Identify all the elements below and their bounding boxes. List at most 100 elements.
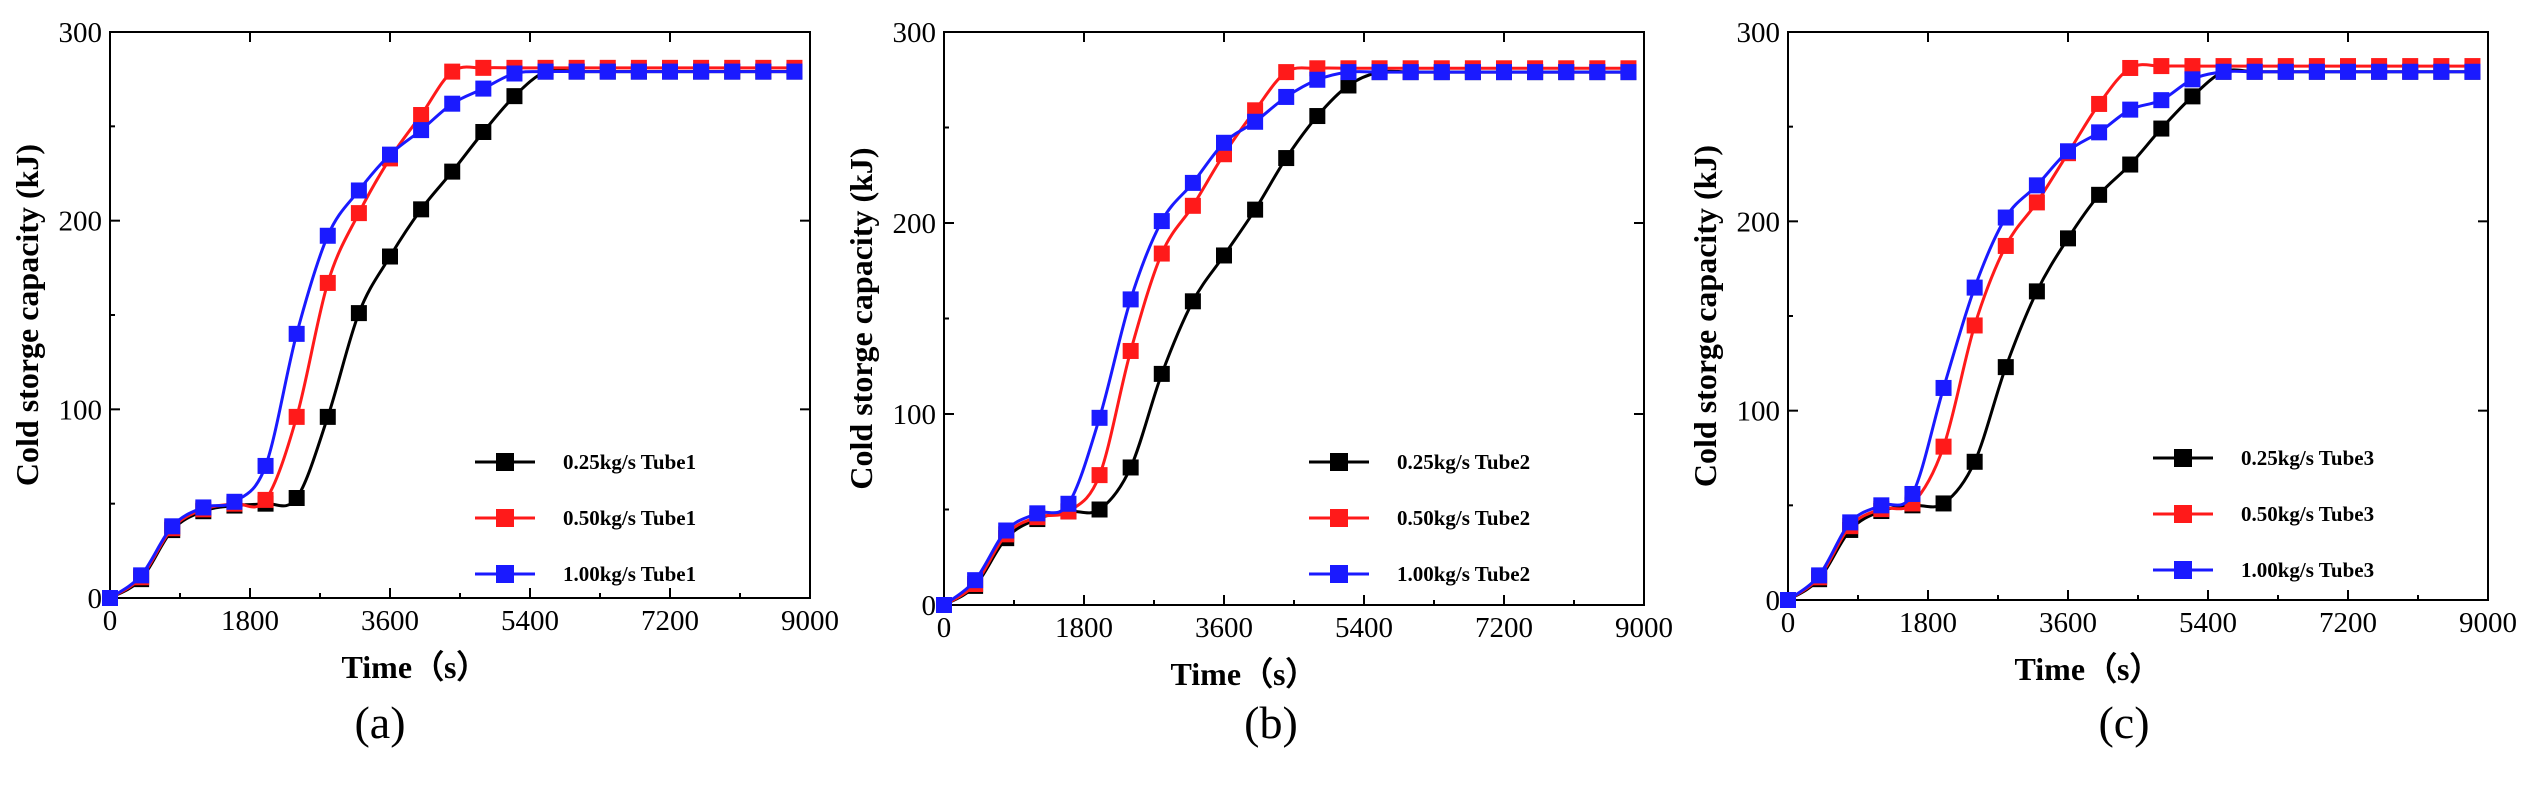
x-axis-title: Time（s） bbox=[2015, 651, 2162, 687]
y-tick-label: 200 bbox=[893, 208, 937, 240]
data-point-series-3 bbox=[2091, 124, 2108, 141]
data-point-series-3 bbox=[350, 182, 367, 199]
data-point-series-2 bbox=[2028, 194, 2045, 211]
data-point-series-1 bbox=[382, 248, 398, 265]
data-point-series-3 bbox=[724, 63, 741, 80]
data-point-series-2 bbox=[350, 205, 367, 222]
legend-marker-1 bbox=[496, 453, 514, 471]
data-point-series-1 bbox=[444, 163, 461, 180]
panel-label-b: (b) bbox=[1211, 696, 1331, 749]
data-point-series-3 bbox=[2371, 63, 2388, 80]
data-point-series-3 bbox=[2215, 63, 2232, 80]
data-point-series-2 bbox=[1278, 64, 1295, 81]
y-axis-title: Cold storge capacity (kJ) bbox=[9, 144, 45, 486]
legend-marker-3 bbox=[2174, 561, 2192, 579]
chart-a: 0 1800 3600 5400 7200 9000 0 100 200 300 Time（s） Co… bbox=[9, 17, 839, 685]
data-point-series-3 bbox=[257, 457, 274, 474]
data-point-series-3 bbox=[1153, 213, 1170, 230]
y-tick-label: 300 bbox=[59, 17, 103, 49]
data-point-series-2 bbox=[475, 59, 492, 76]
legend-marker-3 bbox=[496, 565, 514, 583]
x-tick-label: 1800 bbox=[1055, 612, 1113, 644]
x-tick-label: 7200 bbox=[641, 605, 699, 637]
data-point-series-1 bbox=[1966, 453, 1983, 470]
data-point-series-1 bbox=[1935, 495, 1952, 512]
data-point-series-2 bbox=[288, 408, 305, 425]
data-point-series-3 bbox=[164, 518, 181, 535]
data-point-series-3 bbox=[998, 522, 1015, 539]
panel-label-c: (c) bbox=[2064, 696, 2184, 749]
data-point-series-3 bbox=[1402, 64, 1419, 81]
legend-label-3: 1.00kg/s Tube3 bbox=[2241, 558, 2374, 582]
data-point-series-2 bbox=[413, 107, 430, 124]
data-point-series-3 bbox=[1620, 64, 1637, 81]
data-point-series-3 bbox=[693, 63, 710, 80]
data-point-series-3 bbox=[2246, 63, 2263, 80]
data-point-series-1 bbox=[2060, 230, 2076, 247]
legend-label-1: 0.25kg/s Tube3 bbox=[2241, 446, 2374, 470]
legend-label-3: 1.00kg/s Tube2 bbox=[1397, 562, 1530, 586]
chart-c: 0 1800 3600 5400 7200 9000 0 100 200 300 Time（s） Co… bbox=[1688, 17, 2517, 687]
data-point-series-3 bbox=[2028, 177, 2045, 194]
data-point-series-2 bbox=[1184, 197, 1201, 214]
legend-marker-2 bbox=[496, 509, 514, 527]
data-point-series-1 bbox=[1278, 150, 1295, 167]
data-point-series-3 bbox=[195, 499, 212, 516]
data-point-series-2 bbox=[319, 274, 336, 291]
data-point-series-3 bbox=[1558, 64, 1575, 81]
plot-frame bbox=[943, 31, 1645, 606]
x-tick-label: 0 bbox=[937, 612, 952, 644]
y-tick-label: 300 bbox=[1737, 17, 1781, 49]
data-point-series-3 bbox=[630, 63, 647, 80]
data-point-series-3 bbox=[319, 227, 336, 244]
data-point-series-3 bbox=[1278, 88, 1295, 105]
data-point-series-1 bbox=[2028, 283, 2045, 300]
data-point-series-3 bbox=[568, 63, 585, 80]
data-point-series-3 bbox=[288, 325, 305, 342]
x-tick-label: 5400 bbox=[1335, 612, 1393, 644]
legend-label-2: 0.50kg/s Tube2 bbox=[1397, 506, 1530, 530]
data-point-series-2 bbox=[1091, 467, 1108, 484]
data-point-series-3 bbox=[1216, 134, 1232, 151]
legend-label-3: 1.00kg/s Tube1 bbox=[563, 562, 696, 586]
data-point-series-3 bbox=[2184, 71, 2201, 88]
data-point-series-3 bbox=[1029, 505, 1046, 522]
y-tick-label: 0 bbox=[88, 583, 103, 615]
x-tick-label: 1800 bbox=[1899, 607, 1957, 639]
chart-b: 0 1800 3600 5400 7200 9000 0 100 200 300 Time（s） Co… bbox=[844, 17, 1673, 692]
data-point-series-3 bbox=[2153, 92, 2170, 109]
data-point-series-1 bbox=[1184, 293, 1201, 310]
legend-marker-2 bbox=[2174, 505, 2192, 523]
data-point-series-1 bbox=[506, 88, 523, 105]
x-tick-label: 7200 bbox=[1475, 612, 1533, 644]
y-tick-label: 0 bbox=[922, 590, 937, 622]
data-point-series-3 bbox=[1122, 291, 1139, 308]
data-point-series-3 bbox=[1811, 567, 1828, 584]
x-tick-label: 5400 bbox=[2179, 607, 2237, 639]
legend-label-2: 0.50kg/s Tube3 bbox=[2241, 502, 2374, 526]
data-point-series-3 bbox=[1433, 64, 1450, 81]
data-point-series-3 bbox=[1589, 64, 1606, 81]
legend-marker-1 bbox=[2174, 449, 2192, 467]
panel-label-b-text: (b) bbox=[1244, 697, 1298, 748]
y-axis-title: Cold storge capacity (kJ) bbox=[1688, 145, 1723, 487]
panel-label-a: (a) bbox=[320, 696, 440, 749]
x-tick-label: 1800 bbox=[221, 605, 279, 637]
y-tick-label: 100 bbox=[1737, 396, 1781, 428]
data-point-series-2 bbox=[1997, 237, 2014, 254]
data-point-series-1 bbox=[1216, 247, 1232, 264]
data-point-series-2 bbox=[2122, 59, 2139, 76]
data-point-series-3 bbox=[226, 493, 243, 510]
data-point-series-3 bbox=[2122, 101, 2139, 118]
data-point-series-3 bbox=[2402, 63, 2419, 80]
data-point-series-3 bbox=[2464, 63, 2481, 80]
y-tick-label: 300 bbox=[893, 17, 937, 49]
data-point-series-2 bbox=[1935, 438, 1952, 455]
y-tick-label: 0 bbox=[1766, 585, 1781, 617]
data-point-series-2 bbox=[2184, 58, 2201, 75]
data-point-series-2 bbox=[1966, 317, 1983, 334]
data-point-series-3 bbox=[1935, 379, 1952, 396]
data-point-series-3 bbox=[506, 65, 523, 82]
data-point-series-1 bbox=[475, 123, 492, 140]
